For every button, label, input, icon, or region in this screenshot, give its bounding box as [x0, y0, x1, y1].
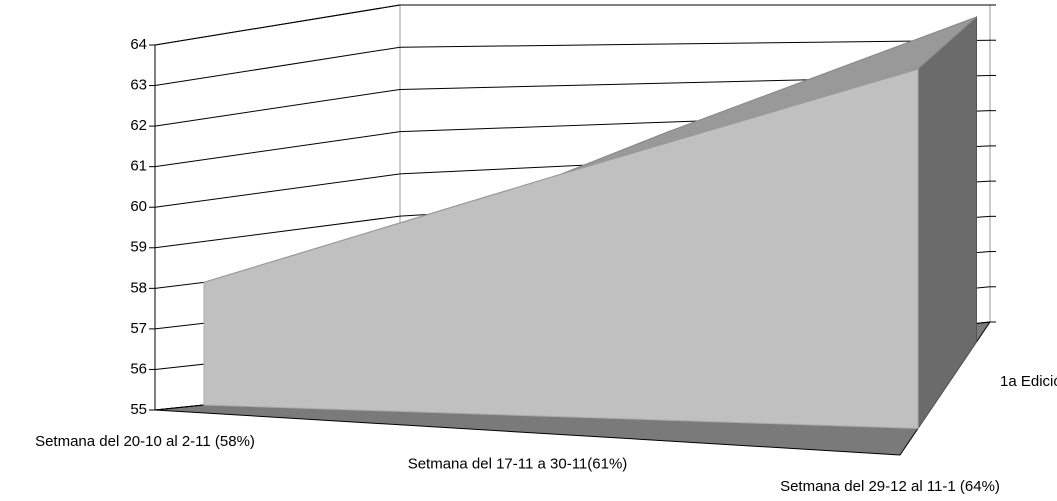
y-tick-label: 56	[130, 360, 147, 377]
grid-line	[154, 4, 401, 46]
y-tick-label: 59	[130, 239, 147, 256]
area-side	[917, 15, 977, 431]
x-tick-label: Setmana del 20-10 al 2-11 (58%)	[35, 433, 255, 450]
x-tick-label: Setmana del 29-12 al 11-1 (64%)	[780, 478, 1000, 495]
grid-line	[154, 215, 401, 249]
y-tick-label: 62	[130, 117, 147, 134]
grid-line	[399, 39, 991, 48]
y-tick-label: 60	[130, 198, 147, 215]
area-edge	[203, 68, 919, 283]
y-tick-label: 63	[130, 77, 147, 94]
grid-line	[154, 173, 401, 208]
y-tick-label: 64	[130, 36, 147, 53]
x-tick-label: Setmana del 17-11 a 30-11(61%)	[408, 455, 628, 472]
grid-line	[154, 88, 401, 127]
grid-line	[154, 131, 401, 168]
grid-line	[154, 46, 401, 87]
y-tick-label: 57	[130, 320, 147, 337]
y-tick-label: 55	[130, 401, 147, 418]
series-label: 1a Edició	[1000, 373, 1057, 390]
y-tick-label: 58	[130, 279, 147, 296]
y-tick-label: 61	[130, 158, 147, 175]
